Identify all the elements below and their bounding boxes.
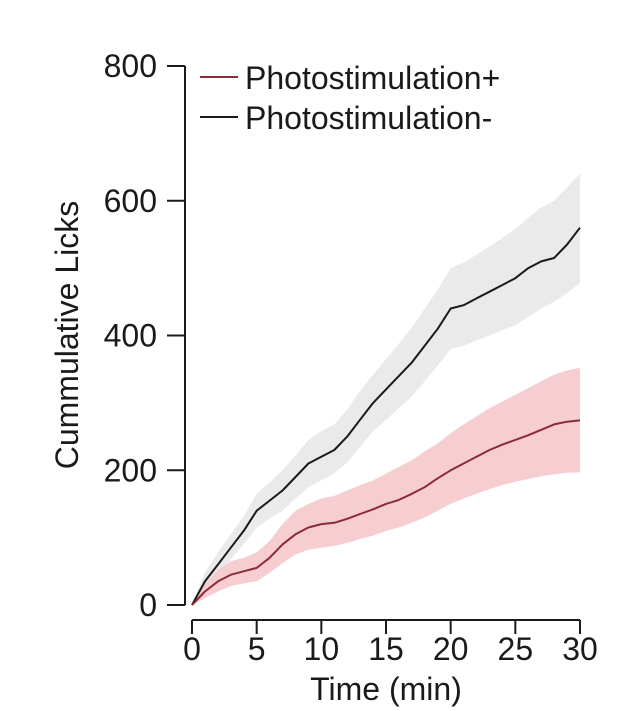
x-tick-label: 10	[304, 631, 340, 667]
y-ticks: 0 200 400 600 800	[104, 48, 185, 623]
x-tick-label: 15	[368, 631, 404, 667]
lines-layer	[191, 227, 581, 606]
x-tick-label: 30	[562, 631, 598, 667]
series-line-photostimulation-plus	[191, 419, 581, 606]
y-tick-label: 0	[139, 587, 157, 623]
x-tick-label: 20	[433, 631, 469, 667]
y-tick-label: 200	[104, 452, 157, 488]
confidence-band-photostimulation-plus	[192, 367, 580, 605]
y-tick-label: 600	[104, 183, 157, 219]
x-tick-label: 0	[183, 631, 201, 667]
x-ticks: 0 5 10 15 20 25 30	[183, 620, 598, 667]
legend-label-photostimulation-plus: Photostimulation+	[245, 60, 500, 96]
y-axis-title: Cummulative Licks	[49, 201, 85, 470]
x-tick-label: 5	[248, 631, 266, 667]
legend-label-photostimulation-minus: Photostimulation-	[245, 100, 492, 136]
y-tick-label: 400	[104, 318, 157, 354]
x-tick-label: 25	[498, 631, 534, 667]
x-axis-title: Time (min)	[310, 671, 462, 707]
series-line-photostimulation-minus	[191, 227, 581, 606]
y-tick-label: 800	[104, 48, 157, 84]
legend: Photostimulation+ Photostimulation-	[200, 60, 500, 136]
